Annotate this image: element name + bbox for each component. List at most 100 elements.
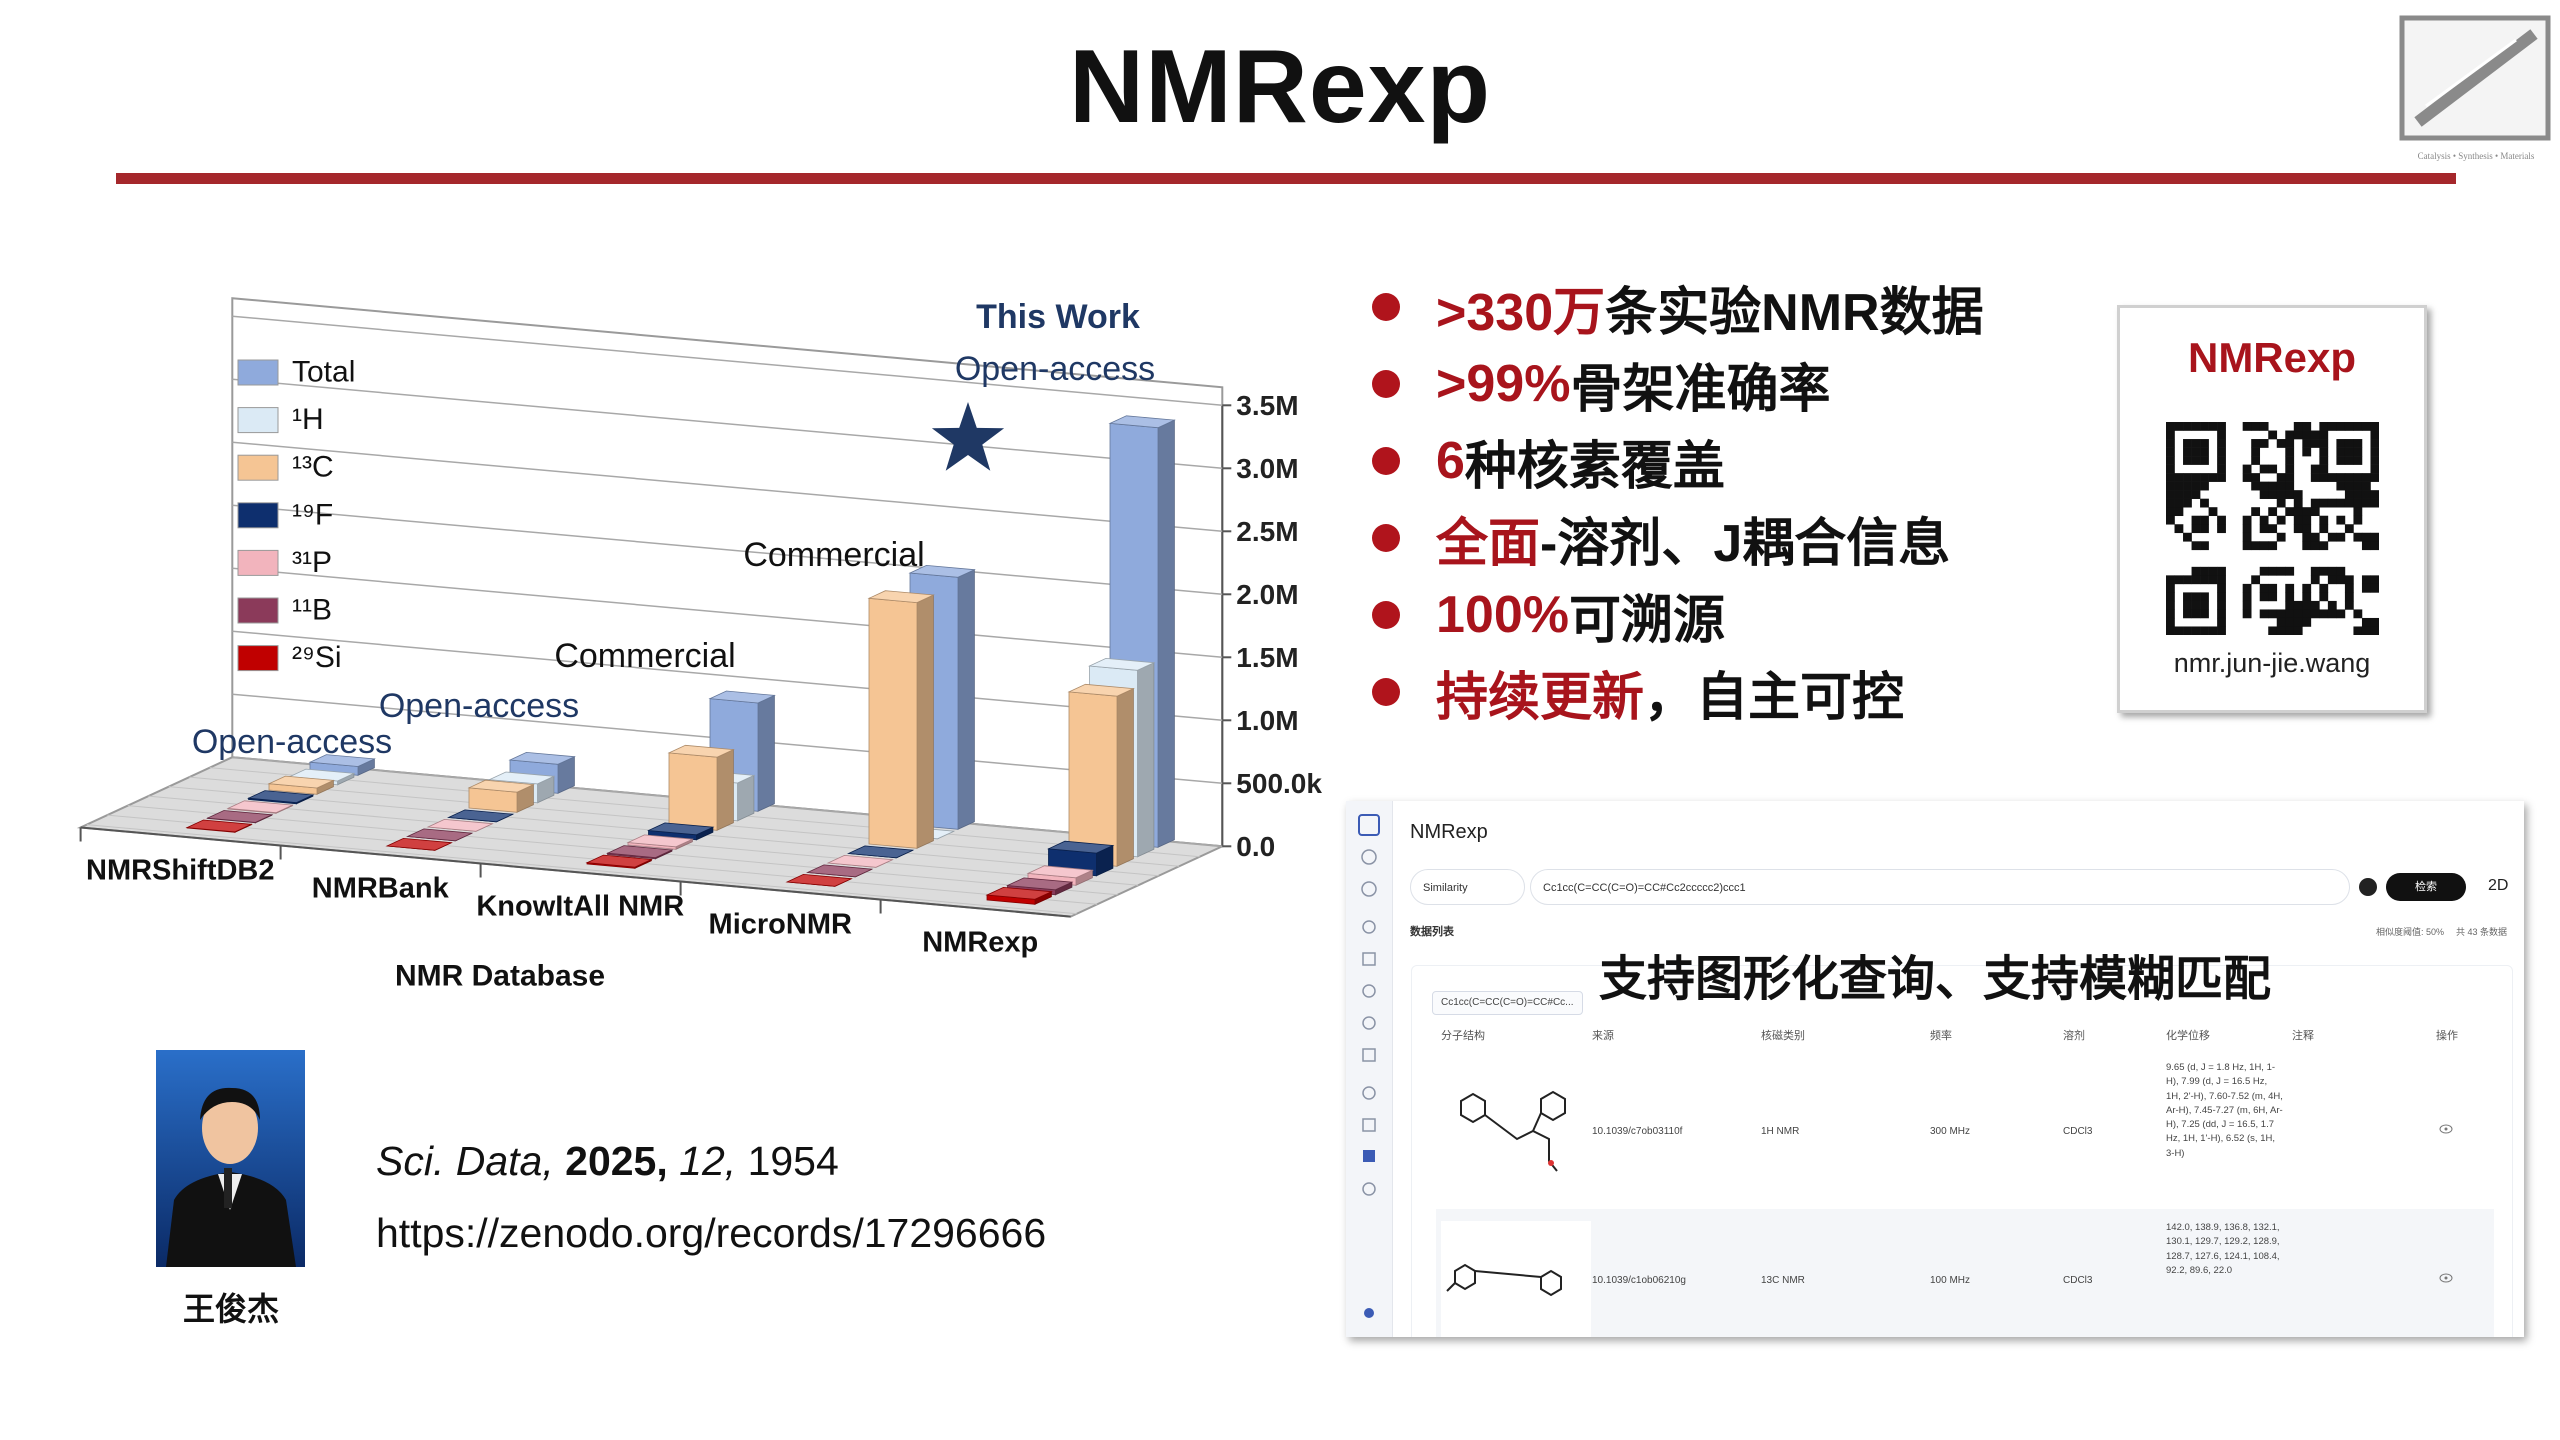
- qr-module: [2200, 626, 2209, 635]
- sidebar-icon[interactable]: [1362, 1118, 1376, 1132]
- bar-top: [246, 790, 315, 804]
- x-tick-label: NMRexp: [922, 926, 1038, 958]
- view-icon[interactable]: [2439, 1124, 2453, 1134]
- bullet-dot: [1372, 601, 1400, 629]
- bar-top: [805, 864, 874, 878]
- qr-module: [2242, 532, 2252, 542]
- bullet-text: 骨架准确率: [1570, 360, 1831, 419]
- qr-module: [2268, 430, 2278, 440]
- view-icon[interactable]: [2439, 1273, 2453, 1283]
- qr-module: [2276, 609, 2286, 619]
- sidebar-icon[interactable]: [1362, 984, 1376, 998]
- mode-button[interactable]: 2D: [2488, 877, 2509, 894]
- bar-top: [426, 818, 494, 832]
- sidebar-icon[interactable]: [1363, 1150, 1375, 1162]
- sidebar-icon[interactable]: [1361, 881, 1377, 897]
- draw-button[interactable]: [2358, 877, 2378, 897]
- qr-module: [2191, 515, 2201, 525]
- qr-module: [2259, 583, 2269, 593]
- qr-module: [2268, 566, 2278, 576]
- qr-module: [2310, 498, 2320, 508]
- x-axis-title: NMR Database: [395, 960, 605, 993]
- sidebar-icon[interactable]: [1364, 1308, 1374, 1318]
- qr-module: [2361, 481, 2371, 491]
- column-header: 化学位移: [2166, 1030, 2210, 1042]
- bullet-dot: [1372, 447, 1400, 475]
- qr-title: NMRexp: [2187, 334, 2357, 381]
- citation-link[interactable]: https://zenodo.org/records/17296666: [376, 1210, 1047, 1256]
- bullet: 持续更新 ，自主可控: [1372, 657, 1904, 727]
- cell-source[interactable]: 10.1039/c1ob06210g: [1592, 1275, 1686, 1286]
- search-input[interactable]: Cc1cc(C=CC(C=O)=CC#Cc2ccccc2)ccc1: [1530, 869, 2350, 905]
- chain: [1532, 1112, 1542, 1132]
- cell-source[interactable]: 10.1039/c7ob03110f: [1592, 1126, 1683, 1137]
- photo-mic: [224, 1168, 232, 1208]
- qr-module: [2174, 481, 2184, 491]
- speaker-photo: [156, 1050, 305, 1267]
- qr-module: [2361, 498, 2371, 508]
- qr-module: [2183, 439, 2192, 448]
- qr-module: [2302, 592, 2312, 602]
- bar-top: [308, 754, 376, 767]
- sidebar-icon[interactable]: [1362, 1086, 1376, 1100]
- qr-module: [2174, 473, 2184, 482]
- qr-module: [2217, 430, 2226, 440]
- bullet: >330万 条实验NMR数据: [1372, 272, 1984, 342]
- qr-module: [2370, 430, 2379, 440]
- query-chip[interactable]: Cc1cc(C=CC(C=O)=CC#Cc...: [1432, 991, 1583, 1015]
- qr-module: [2344, 481, 2354, 491]
- qr-module: [2183, 532, 2192, 542]
- qr-module: [2344, 473, 2354, 482]
- annotation: Open-access: [955, 350, 1155, 388]
- bar-top: [605, 845, 674, 859]
- qr-module: [2302, 422, 2312, 431]
- qr-module: [2251, 422, 2261, 431]
- bar-side: [716, 748, 734, 831]
- sidebar-icon[interactable]: [1361, 849, 1377, 865]
- qr-module: [2276, 473, 2286, 482]
- qr-module: [2327, 532, 2337, 542]
- qr-module: [2302, 617, 2312, 627]
- qr-module: [2208, 507, 2218, 517]
- qr-module: [2200, 575, 2209, 585]
- grid-line: [232, 630, 1223, 722]
- qr-module: [2285, 617, 2295, 627]
- qr-module: [2251, 447, 2261, 457]
- qr-module: [2166, 490, 2175, 499]
- qr-module: [2191, 473, 2201, 482]
- qr-module: [2166, 456, 2175, 465]
- qr-module: [2344, 592, 2354, 602]
- qr-module: [2370, 447, 2379, 457]
- sidebar-icon[interactable]: [1362, 952, 1376, 966]
- molecule-panel: [1441, 1221, 1591, 1337]
- sidebar-icon[interactable]: [1362, 1182, 1376, 1196]
- cell-solvent: CDCl3: [2063, 1275, 2093, 1286]
- search-mode[interactable]: Similarity: [1410, 869, 1525, 905]
- search-button[interactable]: 检索: [2386, 873, 2466, 901]
- logo-bar-highlight: [2425, 38, 2517, 108]
- qr-module: [2251, 541, 2261, 551]
- highlight-label: This Work: [976, 298, 1140, 336]
- bar-top: [385, 837, 453, 851]
- qr-code[interactable]: [2166, 422, 2379, 635]
- qr-module: [2191, 439, 2201, 448]
- legend-label: Total: [292, 356, 355, 389]
- qr-module: [2166, 473, 2175, 482]
- qr-module: [2361, 575, 2371, 585]
- qr-module: [2319, 515, 2329, 525]
- sidebar-icon[interactable]: [1362, 920, 1376, 934]
- sidebar-icon[interactable]: [1358, 814, 1380, 836]
- qr-module: [2166, 464, 2175, 474]
- bar-top: [985, 886, 1053, 900]
- sidebar-icon[interactable]: [1362, 1048, 1376, 1062]
- qr-module: [2353, 532, 2363, 542]
- bullet-dot: [1372, 370, 1400, 398]
- qr-module: [2276, 490, 2286, 499]
- qr-module: [2327, 473, 2337, 482]
- qr-module: [2268, 481, 2278, 491]
- logo-bar: [2414, 29, 2538, 127]
- sidebar-icon[interactable]: [1362, 1016, 1376, 1030]
- bullet-highlight: 全面: [1436, 514, 1541, 573]
- bar-top: [1046, 840, 1115, 854]
- legend-swatch: [237, 359, 279, 386]
